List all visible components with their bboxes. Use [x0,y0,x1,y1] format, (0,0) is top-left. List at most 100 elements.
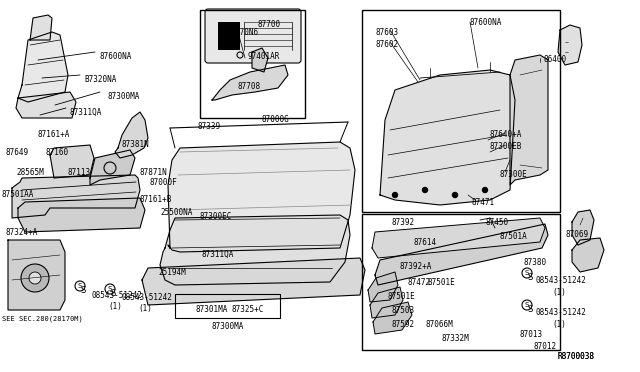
Circle shape [75,281,85,291]
Text: S: S [78,283,82,289]
Polygon shape [16,92,76,118]
Text: 08543-51242: 08543-51242 [122,293,173,302]
Text: S: S [527,273,532,282]
Polygon shape [212,65,288,100]
Circle shape [522,268,532,278]
Circle shape [392,192,397,198]
Text: 87450: 87450 [486,218,509,227]
Polygon shape [8,240,65,310]
Text: S: S [108,286,112,292]
Text: 87325+C: 87325+C [232,305,264,314]
Polygon shape [115,112,148,158]
Polygon shape [510,55,548,185]
Text: B7320NA: B7320NA [84,75,116,84]
Text: 87501E: 87501E [428,278,456,287]
Text: 87012: 87012 [534,342,557,351]
Polygon shape [373,302,412,334]
Text: 87339: 87339 [197,122,220,131]
Text: 08543-51242: 08543-51242 [536,308,587,317]
Polygon shape [18,32,68,102]
Text: 870N6: 870N6 [236,28,259,37]
Text: 87300E: 87300E [500,170,528,179]
Text: 87332M: 87332M [442,334,470,343]
Circle shape [452,192,458,198]
Text: 87311QA: 87311QA [70,108,102,117]
Text: 08543-51242: 08543-51242 [92,291,143,300]
Text: S: S [80,286,86,295]
Polygon shape [142,258,365,305]
Text: 87013: 87013 [520,330,543,339]
Text: 87501A: 87501A [500,232,528,241]
Text: 87300EC: 87300EC [200,212,232,221]
Bar [175,294,280,318]
Text: 87649: 87649 [5,148,28,157]
Text: SEE SEC.280(28170M): SEE SEC.280(28170M) [2,315,83,321]
Polygon shape [372,218,545,258]
Text: (1): (1) [108,302,122,311]
Circle shape [422,187,428,192]
Polygon shape [558,25,582,65]
Bar [200,10,305,118]
Text: 87161+B: 87161+B [140,195,172,204]
Circle shape [483,187,488,192]
Polygon shape [12,175,140,218]
Text: 87600NA: 87600NA [470,18,502,27]
Text: 87472: 87472 [408,278,431,287]
Text: 87603: 87603 [375,28,398,37]
Polygon shape [168,142,355,252]
Text: S: S [110,289,116,298]
Text: 87592: 87592 [392,320,415,329]
Text: 87392+A: 87392+A [400,262,433,271]
Text: 87113: 87113 [68,168,91,177]
Text: 87300MA: 87300MA [108,92,140,101]
Polygon shape [368,272,398,302]
Text: 87301MA: 87301MA [196,305,228,314]
Bar [218,22,240,50]
Polygon shape [252,48,268,72]
Polygon shape [572,210,594,245]
Text: 87503: 87503 [392,306,415,315]
Text: S: S [527,305,532,314]
Circle shape [21,264,49,292]
Text: 87161+A: 87161+A [38,130,70,139]
Text: 87501AA: 87501AA [2,190,35,199]
Text: (1): (1) [552,288,566,297]
Circle shape [522,300,532,310]
FancyBboxPatch shape [205,9,301,63]
Text: S: S [525,302,529,308]
Bar [362,214,560,350]
Text: (1): (1) [552,320,566,329]
Text: 87471: 87471 [472,198,495,207]
Polygon shape [370,287,403,318]
Text: 87501E: 87501E [388,292,416,301]
Text: S: S [525,270,529,276]
Polygon shape [375,224,548,285]
Text: 87871N: 87871N [140,168,168,177]
Text: 87000G: 87000G [262,115,290,124]
Text: 87066M: 87066M [426,320,454,329]
Polygon shape [50,145,94,178]
Text: 87311QA: 87311QA [202,250,234,259]
Text: 87160: 87160 [46,148,69,157]
Text: 87600NA: 87600NA [100,52,132,61]
Polygon shape [572,238,604,272]
Circle shape [29,272,41,284]
Text: 87708: 87708 [238,82,261,91]
Text: 87324+A: 87324+A [5,228,37,237]
Text: 87700: 87700 [258,20,281,29]
Text: 87069: 87069 [566,230,589,239]
Text: 87614: 87614 [413,238,436,247]
Text: (1): (1) [138,304,152,313]
Text: 86400: 86400 [544,55,567,64]
Bar [362,10,560,212]
Text: 87381N: 87381N [122,140,150,149]
Text: 87380: 87380 [523,258,546,267]
Text: 08543-51242: 08543-51242 [536,276,587,285]
Polygon shape [18,198,145,232]
Text: 87300EB: 87300EB [490,142,522,151]
Polygon shape [380,70,515,205]
Text: 97401AR: 97401AR [248,52,280,61]
Text: R8700038: R8700038 [558,352,595,361]
Text: 87640+A: 87640+A [490,130,522,139]
Polygon shape [30,15,52,40]
